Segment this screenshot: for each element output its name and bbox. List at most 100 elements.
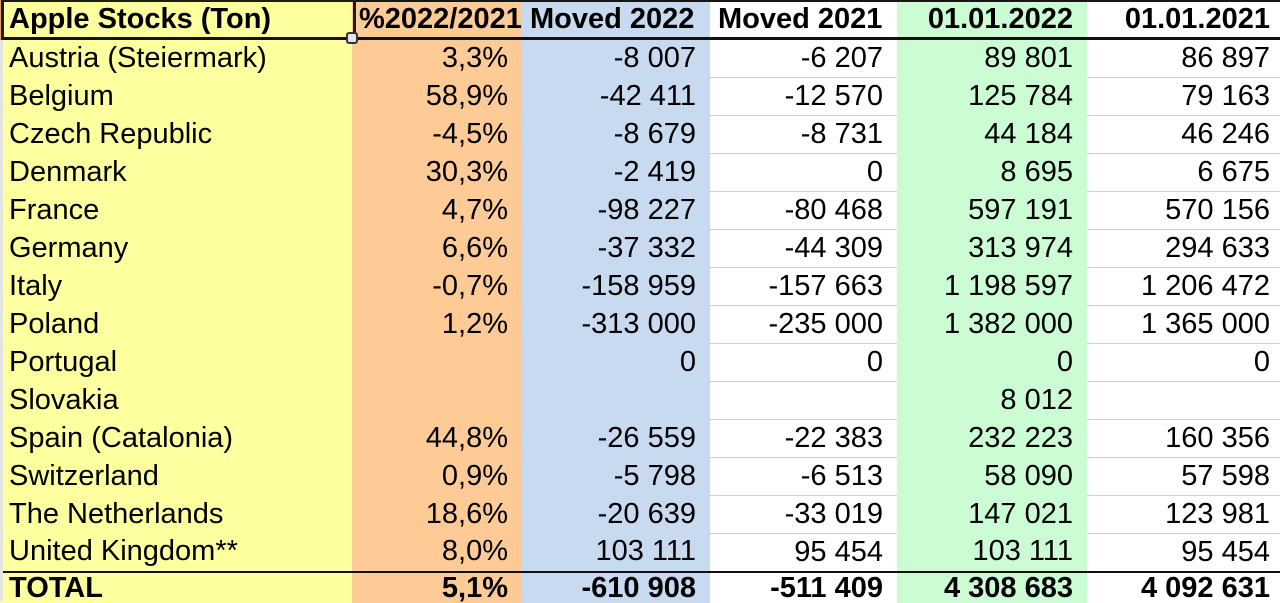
country-cell[interactable]: Italy <box>0 267 352 306</box>
total-moved-2022-cell[interactable]: -610 908 <box>522 570 710 603</box>
moved-2022-cell[interactable]: 0 <box>522 343 710 382</box>
moved-2022-cell[interactable] <box>522 381 710 420</box>
country-cell[interactable]: Belgium <box>0 77 352 116</box>
stock-2022-cell[interactable]: 103 111 <box>897 533 1087 572</box>
stock-2021-cell[interactable]: 79 163 <box>1087 77 1280 116</box>
moved-2022-cell[interactable]: -20 639 <box>522 495 710 534</box>
header-stock-01-01-2021[interactable]: 01.01.2021 <box>1087 1 1280 40</box>
header-moved-2021[interactable]: Moved 2021 <box>710 1 897 40</box>
moved-2022-cell[interactable]: -42 411 <box>522 77 710 116</box>
moved-2021-cell[interactable]: 95 454 <box>710 533 897 573</box>
moved-2022-cell[interactable]: -8 679 <box>522 115 710 154</box>
country-cell[interactable]: The Netherlands <box>0 495 352 534</box>
stock-2022-cell[interactable]: 58 090 <box>897 457 1087 496</box>
pct-cell[interactable]: 6,6% <box>352 229 522 268</box>
moved-2022-cell[interactable]: -5 798 <box>522 457 710 496</box>
moved-2022-cell[interactable]: -8 007 <box>522 38 710 78</box>
pct-cell[interactable]: 0,9% <box>352 457 522 496</box>
moved-2021-cell[interactable]: -6 207 <box>710 38 897 78</box>
total-stock-2022-cell[interactable]: 4 308 683 <box>897 570 1087 603</box>
moved-2022-cell[interactable]: 103 111 <box>522 533 710 572</box>
table-row: United Kingdom** 8,0% 103 111 95 454 103 111… <box>0 533 1280 573</box>
moved-2021-cell[interactable]: -44 309 <box>710 229 897 268</box>
pct-cell[interactable]: -0,7% <box>352 267 522 306</box>
stock-2021-cell[interactable]: 95 454 <box>1087 533 1280 573</box>
moved-2021-cell[interactable]: 0 <box>710 343 897 382</box>
stock-2022-cell[interactable]: 597 191 <box>897 191 1087 230</box>
stock-2022-cell[interactable]: 313 974 <box>897 229 1087 268</box>
moved-2021-cell[interactable]: -6 513 <box>710 457 897 496</box>
pct-cell[interactable]: 58,9% <box>352 77 522 116</box>
country-cell[interactable]: Germany <box>0 229 352 268</box>
moved-2022-cell[interactable]: -313 000 <box>522 305 710 344</box>
moved-2022-cell[interactable]: -37 332 <box>522 229 710 268</box>
stock-2022-cell[interactable]: 44 184 <box>897 115 1087 154</box>
stock-2022-cell[interactable]: 1 198 597 <box>897 267 1087 306</box>
pct-cell[interactable]: 4,7% <box>352 191 522 230</box>
moved-2021-cell[interactable]: -157 663 <box>710 267 897 306</box>
header-moved-2022[interactable]: Moved 2022 <box>522 1 710 40</box>
moved-2022-cell[interactable]: -158 959 <box>522 267 710 306</box>
pct-cell[interactable]: 3,3% <box>352 38 522 78</box>
table-row: France 4,7% -98 227 -80 468 597 191 570 156 <box>0 191 1280 230</box>
stock-2021-cell[interactable]: 46 246 <box>1087 115 1280 154</box>
moved-2021-cell[interactable]: -8 731 <box>710 115 897 154</box>
pct-cell[interactable]: 44,8% <box>352 419 522 458</box>
country-cell[interactable]: Poland <box>0 305 352 344</box>
stock-2021-cell[interactable]: 86 897 <box>1087 38 1280 78</box>
selection-drag-handle[interactable] <box>346 32 358 44</box>
country-cell[interactable]: Slovakia <box>0 381 352 420</box>
moved-2022-cell[interactable]: -2 419 <box>522 153 710 192</box>
stock-2022-cell[interactable]: 232 223 <box>897 419 1087 458</box>
country-cell[interactable]: Austria (Steiermark) <box>0 38 352 78</box>
stock-2022-cell[interactable]: 147 021 <box>897 495 1087 534</box>
total-label-cell[interactable]: TOTAL <box>0 570 352 603</box>
pct-cell[interactable]: 18,6% <box>352 495 522 534</box>
stock-2022-cell[interactable]: 89 801 <box>897 38 1087 78</box>
country-cell[interactable]: France <box>0 191 352 230</box>
stock-2022-cell[interactable]: 1 382 000 <box>897 305 1087 344</box>
table-title-cell[interactable]: Apple Stocks (Ton) <box>0 1 352 40</box>
stock-2022-cell[interactable]: 8 695 <box>897 153 1087 192</box>
stock-2022-cell[interactable]: 8 012 <box>897 381 1087 420</box>
stock-2022-cell[interactable]: 125 784 <box>897 77 1087 116</box>
moved-2021-cell[interactable]: -235 000 <box>710 305 897 344</box>
total-pct-cell[interactable]: 5,1% <box>352 570 522 603</box>
moved-2021-cell[interactable] <box>710 381 897 420</box>
pct-cell[interactable] <box>352 343 522 382</box>
total-stock-2021-cell[interactable]: 4 092 631 <box>1087 570 1280 603</box>
country-cell[interactable]: Spain (Catalonia) <box>0 419 352 458</box>
pct-cell[interactable]: 8,0% <box>352 533 522 572</box>
country-cell[interactable]: United Kingdom** <box>0 533 352 572</box>
moved-2022-cell[interactable]: -26 559 <box>522 419 710 458</box>
moved-2021-cell[interactable]: 0 <box>710 153 897 192</box>
pct-cell[interactable]: 30,3% <box>352 153 522 192</box>
stock-2021-cell[interactable]: 1 206 472 <box>1087 267 1280 306</box>
stock-2021-cell[interactable] <box>1087 381 1280 420</box>
stock-2021-cell[interactable]: 57 598 <box>1087 457 1280 496</box>
stock-2021-cell[interactable]: 294 633 <box>1087 229 1280 268</box>
pct-cell[interactable]: -4,5% <box>352 115 522 154</box>
header-pct-2022-2021[interactable]: %2022/2021 <box>352 1 522 40</box>
stock-2021-cell[interactable]: 6 675 <box>1087 153 1280 192</box>
table-row: Slovakia 8 012 <box>0 381 1280 420</box>
country-cell[interactable]: Portugal <box>0 343 352 382</box>
country-cell[interactable]: Czech Republic <box>0 115 352 154</box>
stock-2021-cell[interactable]: 123 981 <box>1087 495 1280 534</box>
moved-2021-cell[interactable]: -22 383 <box>710 419 897 458</box>
total-moved-2021-cell[interactable]: -511 409 <box>710 570 897 603</box>
moved-2021-cell[interactable]: -12 570 <box>710 77 897 116</box>
pct-cell[interactable] <box>352 381 522 420</box>
stock-2021-cell[interactable]: 0 <box>1087 343 1280 382</box>
stock-2021-cell[interactable]: 1 365 000 <box>1087 305 1280 344</box>
moved-2022-cell[interactable]: -98 227 <box>522 191 710 230</box>
moved-2021-cell[interactable]: -33 019 <box>710 495 897 534</box>
country-cell[interactable]: Denmark <box>0 153 352 192</box>
country-cell[interactable]: Switzerland <box>0 457 352 496</box>
header-stock-01-01-2022[interactable]: 01.01.2022 <box>897 1 1087 40</box>
stock-2021-cell[interactable]: 160 356 <box>1087 419 1280 458</box>
stock-2022-cell[interactable]: 0 <box>897 343 1087 382</box>
moved-2021-cell[interactable]: -80 468 <box>710 191 897 230</box>
stock-2021-cell[interactable]: 570 156 <box>1087 191 1280 230</box>
pct-cell[interactable]: 1,2% <box>352 305 522 344</box>
